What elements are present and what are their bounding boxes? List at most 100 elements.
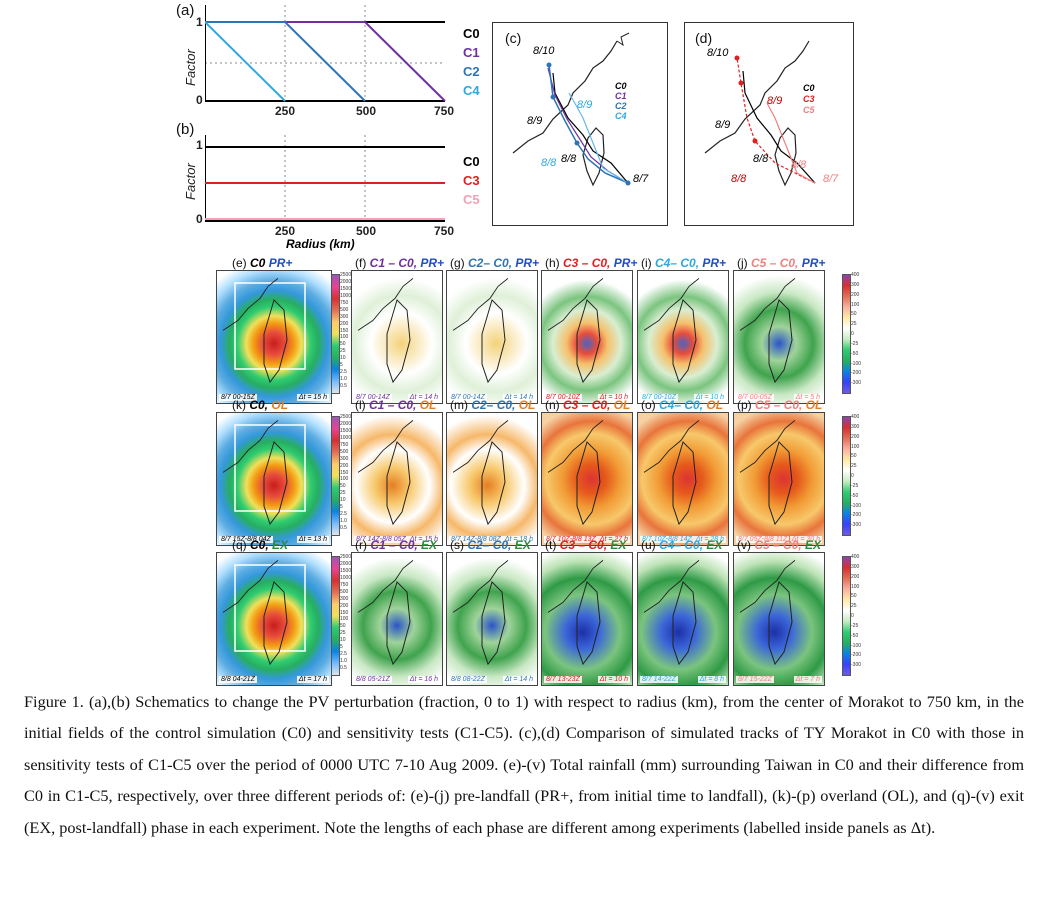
colorbar-tick: 50 bbox=[851, 453, 857, 460]
period-label: 8/7 00-10Z bbox=[544, 394, 582, 401]
rainfall-panel-title: (k) C0, OL bbox=[232, 398, 288, 412]
colorbar-tick: 2500 bbox=[340, 554, 352, 560]
delta-t-label: Δt = 15 h bbox=[296, 394, 329, 401]
legend-c2: C2 bbox=[615, 101, 627, 111]
colorbar-tick: 50 bbox=[340, 623, 346, 630]
colorbar-tick: 300 bbox=[851, 423, 860, 430]
legend-c0: C0 bbox=[463, 154, 480, 169]
colorbar-tick: -200 bbox=[851, 652, 862, 659]
delta-t-label: Δt = 18 h bbox=[502, 536, 535, 543]
delta-t-label: Δt = 14 h bbox=[502, 394, 535, 401]
panel-c-date-88-blue: 8/8 bbox=[541, 157, 557, 169]
total-rainfall-colorbar bbox=[331, 556, 340, 676]
colorbar-tick: 25 bbox=[340, 490, 346, 497]
rainfall-panel-title: (h) C3 – C0, PR+ bbox=[545, 256, 637, 270]
panel-a-ytick-1: 1 bbox=[196, 15, 203, 29]
colorbar-tick: 25 bbox=[340, 348, 346, 355]
colorbar-tick: -25 bbox=[851, 622, 859, 629]
period-label: 8/7 15-22Z bbox=[736, 676, 774, 683]
experiment-label: C3 – C0, bbox=[559, 538, 608, 552]
colorbar-tick: -100 bbox=[851, 642, 862, 649]
delta-t-label: Δt = 10 h bbox=[693, 394, 726, 401]
taiwan-outline bbox=[547, 560, 604, 666]
phase-label: EX bbox=[421, 538, 438, 552]
panel-b-ytick-0: 0 bbox=[196, 212, 203, 226]
colorbar-tick: 0 bbox=[851, 473, 854, 479]
panel-letter: (g) bbox=[450, 256, 465, 270]
period-label: 8/8 05-21Z bbox=[354, 676, 392, 683]
colorbar-tick: 150 bbox=[340, 469, 349, 476]
colorbar-tick: 50 bbox=[340, 483, 346, 490]
colorbar-tick: 10 bbox=[340, 355, 346, 362]
panel-b-ytick-1: 1 bbox=[196, 138, 203, 152]
rainfall-map: 8/8 08-22Z Δt = 14 h bbox=[446, 552, 538, 686]
delta-t-label: Δt = 15 h bbox=[407, 536, 440, 543]
panel-a-xtick-250: 250 bbox=[275, 104, 296, 118]
colorbar-tick: 5 bbox=[340, 644, 343, 651]
colorbar-tick: 1.0 bbox=[340, 376, 347, 383]
rainfall-map: 8/7 00-14Z Δt = 14 h bbox=[351, 270, 443, 404]
rainfall-map: 8/7 10Z-8/8 13Z Δt = 27 h bbox=[541, 412, 633, 546]
difference-colorbar bbox=[842, 416, 851, 536]
panel-c-date-87: 8/7 bbox=[633, 173, 649, 185]
phase-label: PR+ bbox=[515, 256, 540, 270]
rainfall-map: 8/7 15-22Z Δt = 7 h bbox=[733, 552, 825, 686]
experiment-label: C4– C0, bbox=[659, 538, 704, 552]
rainfall-map: 8/7 00-10Z Δt = 10 h bbox=[637, 270, 729, 404]
rainfall-panel-title: (g) C2– C0, PR+ bbox=[450, 256, 539, 270]
period-label: 8/7 00-15Z bbox=[219, 394, 257, 401]
experiment-label: C0, bbox=[249, 398, 269, 412]
taiwan-outline bbox=[739, 278, 796, 384]
colorbar-tick: 1.0 bbox=[340, 518, 347, 525]
panel-letter: (k) bbox=[232, 398, 246, 412]
colorbar-tick: 400 bbox=[851, 554, 860, 560]
delta-t-label: Δt = 7 h bbox=[793, 676, 822, 683]
period-label: 8/7 00-14Z bbox=[354, 394, 392, 401]
legend-c0: C0 bbox=[803, 83, 815, 93]
period-label: 8/7 14Z-8/8 08Z bbox=[449, 536, 503, 543]
taiwan-outline bbox=[739, 420, 796, 526]
experiment-label: C1 – C0, bbox=[369, 256, 418, 270]
taiwan-outline bbox=[222, 278, 306, 384]
phase-label: PR+ bbox=[801, 256, 826, 270]
colorbar-tick: -25 bbox=[851, 482, 859, 489]
delta-t-label: Δt = 14 h bbox=[502, 676, 535, 683]
panel-b-label: (b) bbox=[176, 121, 195, 138]
experiment-label: C5 – C0, bbox=[751, 256, 799, 270]
figure-caption: Figure 1. (a),(b) Schematics to change t… bbox=[24, 692, 1024, 837]
panel-letter: (n) bbox=[545, 398, 560, 412]
legend-c0: C0 bbox=[615, 81, 627, 91]
colorbar-tick: -100 bbox=[851, 360, 862, 367]
experiment-label: C2– C0, bbox=[471, 398, 516, 412]
panel-c-label: (c) bbox=[505, 30, 522, 46]
phase-label: EX bbox=[610, 538, 627, 552]
colorbar-tick: 25 bbox=[851, 603, 857, 610]
panel-letter: (i) bbox=[641, 256, 652, 270]
rainfall-map: 8/7 00-10Z Δt = 10 h bbox=[541, 270, 633, 404]
total-rainfall-colorbar bbox=[331, 274, 340, 394]
panel-b-xlabel: Radius (km) bbox=[286, 237, 355, 251]
colorbar-tick: 2000 bbox=[340, 560, 352, 567]
colorbar-tick: 2.5 bbox=[340, 651, 347, 658]
panel-a-ylabel: Factor bbox=[183, 49, 198, 86]
colorbar-tick: 750 bbox=[340, 299, 349, 306]
experiment-label: C5 – C0, bbox=[755, 398, 803, 412]
legend-c3: C3 bbox=[463, 173, 480, 188]
delta-t-label: Δt = 27 h bbox=[597, 536, 630, 543]
colorbar-tick: 300 bbox=[851, 281, 860, 288]
experiment-label: C1 – C0, bbox=[369, 398, 417, 412]
colorbar-tick: 0.5 bbox=[340, 383, 347, 390]
period-label: 8/7 15Z-8/8 04Z bbox=[219, 536, 273, 543]
panel-d-date-88-pink: 8/8 bbox=[791, 159, 807, 171]
colorbar-tick: 25 bbox=[340, 630, 346, 637]
colorbar-tick: -50 bbox=[851, 632, 859, 639]
colorbar-tick: 300 bbox=[340, 313, 349, 320]
colorbar-tick: 200 bbox=[851, 291, 860, 298]
panel-letter: (m) bbox=[450, 398, 468, 412]
panel-letter: (q) bbox=[232, 538, 247, 552]
colorbar-tick: 25 bbox=[851, 321, 857, 328]
colorbar-tick: 100 bbox=[851, 583, 860, 590]
colorbar-tick: 750 bbox=[340, 581, 349, 588]
panel-a-plot bbox=[205, 5, 446, 102]
colorbar-tick: 2.5 bbox=[340, 511, 347, 518]
